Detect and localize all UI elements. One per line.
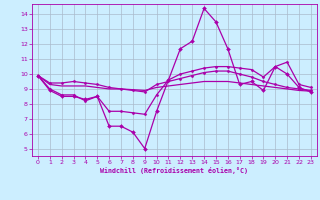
X-axis label: Windchill (Refroidissement éolien,°C): Windchill (Refroidissement éolien,°C) bbox=[100, 167, 248, 174]
